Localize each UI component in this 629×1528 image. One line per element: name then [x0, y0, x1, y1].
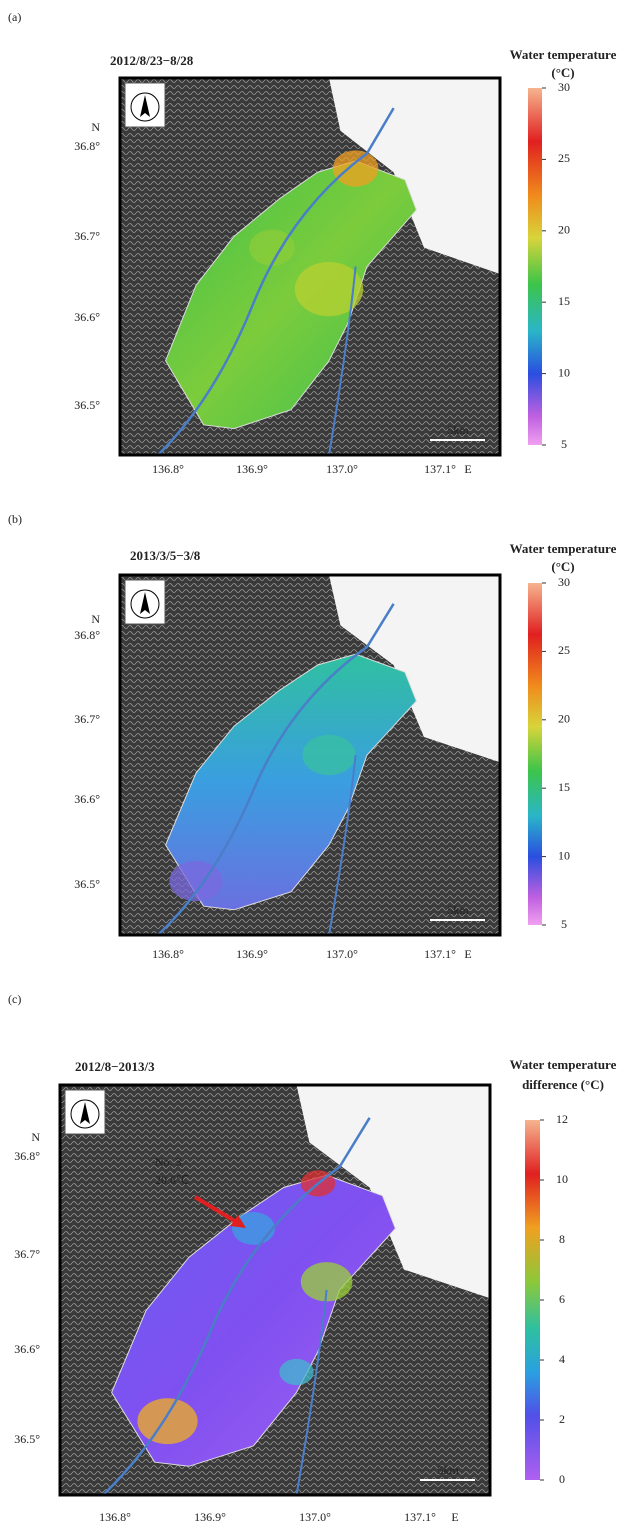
- colorbar-tick-label: 25: [558, 643, 570, 657]
- lon-label: 136.8°: [152, 947, 184, 961]
- lat-label: 36.7°: [14, 1247, 40, 1261]
- hotspot: [333, 150, 379, 186]
- colorbar-tick-label: 0: [559, 1472, 565, 1486]
- panel-label: (b): [8, 512, 22, 526]
- colorbar-tick-label: 5: [561, 917, 567, 931]
- lon-label: 136.9°: [236, 947, 268, 961]
- panel-title: 2012/8−2013/3: [75, 1059, 155, 1074]
- colorbar: [525, 1120, 540, 1480]
- colorbar-tick-label: 4: [559, 1352, 565, 1366]
- lon-label: 137.0°: [326, 462, 358, 476]
- colorbar-tick-label: 20: [558, 223, 570, 237]
- lon-label: E: [464, 462, 471, 476]
- colorbar-tick-label: 10: [558, 848, 570, 862]
- lon-label: 137.1°: [424, 462, 456, 476]
- lat-label: 36.8°: [74, 628, 100, 642]
- lat-label: 36.6°: [74, 310, 100, 324]
- annotation: 20.6℃: [155, 1173, 189, 1187]
- map-panel: (a) 2012/8/23−8/28 5km N 36.8° 36.7° 36.6° 36.5…: [8, 10, 617, 476]
- colorbar-tick-label: 10: [556, 1172, 568, 1186]
- map-panel: (c) 2012/8−2013/3 5km N 36.8° 36.7° 36.6° 36.5°…: [8, 992, 617, 1524]
- lat-label: N: [91, 120, 100, 134]
- colorbar-tick-label: 2: [559, 1412, 565, 1426]
- lat-label: 36.6°: [74, 792, 100, 806]
- hotspot: [137, 1398, 197, 1444]
- colorbar-tick-label: 25: [558, 151, 570, 165]
- colorbar-title: (°C): [551, 65, 574, 80]
- colorbar-tick-label: 15: [558, 780, 570, 794]
- lat-label: 36.5°: [74, 877, 100, 891]
- colorbar-title: Water temperature: [510, 47, 617, 62]
- colorbar-title: Water temperature: [510, 1057, 617, 1072]
- colorbar-tick-label: 30: [558, 575, 570, 589]
- lat-label: 36.8°: [74, 139, 100, 153]
- colorbar-tick-label: 12: [556, 1112, 568, 1126]
- annotation: No. 3: [155, 1155, 182, 1169]
- colorbar: [528, 583, 542, 925]
- colorbar: [528, 88, 542, 445]
- lon-label: 137.1°: [404, 1510, 436, 1524]
- lon-label: 137.0°: [299, 1510, 331, 1524]
- panels: (a) 2012/8/23−8/28 5km N 36.8° 36.7° 36.6° 36.5…: [8, 10, 617, 1524]
- hotspot: [279, 1359, 313, 1385]
- map-panel: (b) 2013/3/5−3/8 5km N 36.8° 36.7° 36.6° 36.5° 1…: [8, 512, 617, 961]
- scale-label: 5km: [447, 903, 469, 917]
- colorbar-tick-label: 10: [558, 365, 570, 379]
- lon-label: 136.9°: [236, 462, 268, 476]
- lat-label: 36.6°: [14, 1342, 40, 1356]
- lat-label: 36.7°: [74, 712, 100, 726]
- lon-label: 136.8°: [152, 462, 184, 476]
- panel-label: (a): [8, 10, 21, 24]
- colorbar-tick-label: 15: [558, 294, 570, 308]
- lon-label: 136.8°: [99, 1510, 131, 1524]
- lat-label: N: [91, 612, 100, 626]
- panel-label: (c): [8, 992, 21, 1006]
- panel-title: 2012/8/23−8/28: [110, 53, 194, 68]
- lon-label: 137.1°: [424, 947, 456, 961]
- colorbar-title: difference (°C): [522, 1077, 604, 1092]
- lon-label: 136.9°: [194, 1510, 226, 1524]
- lat-label: N: [31, 1130, 40, 1144]
- colorbar-title: Water temperature: [510, 541, 617, 556]
- lat-label: 36.8°: [14, 1149, 40, 1163]
- panel-title: 2013/3/5−3/8: [130, 548, 201, 563]
- lon-label: E: [451, 1510, 458, 1524]
- scale-label: 5km: [447, 423, 469, 437]
- lon-label: 137.0°: [326, 947, 358, 961]
- hotspot: [302, 735, 355, 775]
- lat-label: 36.5°: [74, 398, 100, 412]
- lat-label: 36.7°: [74, 229, 100, 243]
- colorbar-tick-label: 20: [558, 712, 570, 726]
- lon-label: E: [464, 947, 471, 961]
- lat-label: 36.5°: [14, 1432, 40, 1446]
- colorbar-tick-label: 6: [559, 1292, 565, 1306]
- figure: (a) 2012/8/23−8/28 5km N 36.8° 36.7° 36.6° 36.5…: [0, 0, 629, 1528]
- colorbar-tick-label: 5: [561, 437, 567, 451]
- colorbar-tick-label: 30: [558, 80, 570, 94]
- colorbar-tick-label: 8: [559, 1232, 565, 1246]
- colorbar-title: (°C): [551, 559, 574, 574]
- scale-label: 5km: [437, 1463, 459, 1477]
